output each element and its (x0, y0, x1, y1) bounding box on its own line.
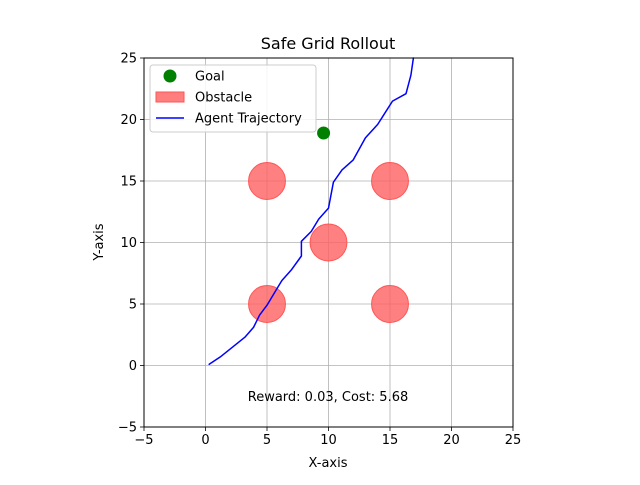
obstacles (248, 162, 409, 323)
y-tick-label: −5 (118, 421, 137, 436)
trajectory-line (208, 57, 415, 366)
goal-marker (317, 126, 331, 140)
y-tick-label: 5 (129, 298, 137, 313)
x-tick-label: 0 (201, 433, 209, 448)
obstacle-circle (309, 223, 348, 262)
x-tick-label: 25 (505, 433, 522, 448)
obstacle-circle (371, 285, 409, 323)
legend-goal-marker (163, 69, 177, 83)
x-tick-label: −5 (134, 433, 153, 448)
x-axis-label: X-axis (309, 456, 348, 471)
trajectory (208, 57, 415, 366)
x-tick-label: 10 (320, 433, 337, 448)
legend: Goal Obstacle Agent Trajectory (149, 64, 317, 133)
y-tick-label: 20 (120, 113, 137, 128)
axis-ticks: −5 0 5 10 15 20 25 −5 0 5 10 15 20 25 (118, 52, 521, 449)
y-tick-label: 0 (129, 359, 137, 374)
x-tick-label: 15 (382, 433, 399, 448)
chart-title: Safe Grid Rollout (261, 34, 395, 53)
legend-label: Obstacle (195, 91, 252, 106)
obstacle-circle (248, 162, 286, 200)
legend-label: Goal (195, 70, 225, 85)
y-tick-label: 15 (120, 175, 137, 190)
goal (317, 126, 331, 140)
y-tick-label: 25 (120, 52, 137, 67)
x-tick-label: 20 (443, 433, 460, 448)
legend-box (149, 64, 317, 133)
x-tick-label: 5 (263, 433, 271, 448)
obstacle-circle (371, 162, 409, 200)
y-tick-label: 10 (120, 236, 137, 251)
legend-obstacle-swatch (155, 91, 185, 103)
legend-label: Agent Trajectory (195, 112, 302, 127)
y-axis-label: Y-axis (92, 223, 107, 261)
reward-cost-annotation: Reward: 0.03, Cost: 5.68 (248, 390, 409, 405)
